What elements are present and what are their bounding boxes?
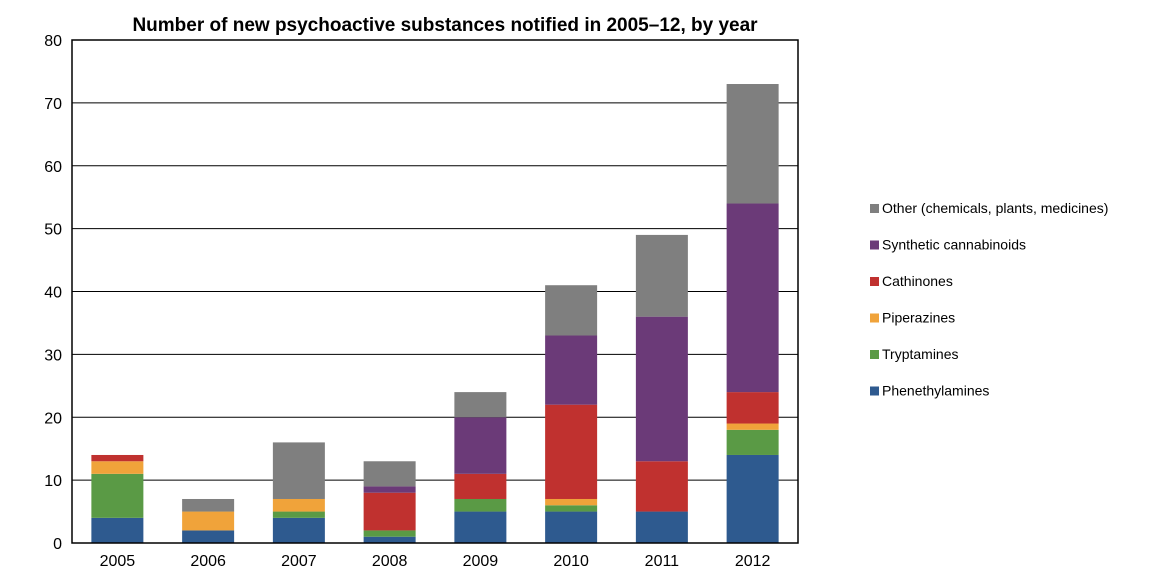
legend-label: Phenethylamines [882,383,989,399]
y-tick-label: 60 [44,159,62,176]
bar-segment [91,461,144,474]
legend-swatch [870,386,879,396]
legend-label: Piperazines [882,310,955,326]
bar-segment [726,454,779,543]
y-tick-label: 50 [44,222,62,239]
bars [91,84,779,543]
legend-label: Tryptamines [882,346,959,362]
legend-swatch [870,204,879,213]
legend-label: Cathinones [882,273,953,289]
bar-segment [272,511,325,518]
gridlines [72,39,798,544]
bar-segment [454,511,507,543]
x-tick-label: 2010 [553,553,589,570]
bar-segment [182,530,235,543]
bar-segment [182,498,235,512]
y-tick-label: 0 [53,536,62,553]
bar-segment [363,536,416,543]
bar-segment [726,423,779,430]
y-tick-label: 20 [44,410,62,427]
bar-segment [272,498,325,512]
bar-segment [545,505,598,512]
bar-segment [726,429,779,455]
bar-segment [272,517,325,543]
x-tick-label: 2011 [645,553,680,570]
x-tick-label: 2007 [281,553,317,570]
bar-segment [635,316,688,462]
bar-segment [272,442,325,499]
bar-segment [454,498,507,512]
legend-label: Synthetic cannabinoids [882,237,1026,253]
bar-segment [545,285,598,336]
y-tick-label: 80 [44,33,62,50]
bar-segment [454,417,507,474]
legend-swatch [870,277,879,286]
x-tick-label: 2008 [372,553,408,570]
y-tick-label: 40 [44,285,62,302]
legend-label: Other (chemicals, plants, medicines) [882,200,1108,216]
bar-segment [545,404,598,499]
bar-segment [726,203,779,393]
legend-swatch [870,350,879,359]
bar-segment [726,84,779,204]
x-tick-label: 2005 [100,553,136,570]
legend-swatch [870,240,879,250]
bar-segment [545,335,598,405]
bar-segment [454,392,507,418]
bar-segment [545,511,598,543]
bar-segment [363,492,416,531]
x-tick-label: 2012 [735,553,771,570]
y-tick-label: 30 [44,347,62,364]
bar-segment [91,473,144,518]
bar-segment [363,461,416,487]
bar-segment [635,234,688,317]
bar-segment [454,473,507,499]
bar-segment [91,517,144,543]
plot-frame [71,39,799,544]
bar-segment [726,392,779,424]
y-tick-label: 70 [44,96,62,113]
y-tick-label: 10 [44,473,62,490]
bar-segment [363,530,416,537]
bar-segment [363,486,416,493]
legend-swatch [870,313,879,323]
x-tick-label: 2006 [190,553,226,570]
bar-segment [635,461,688,512]
bar-segment [182,511,235,531]
x-axis-ticks: 2005 2006 2007 2008 2009 2010 2011 2012 [100,553,771,570]
y-axis-ticks: 0 10 20 30 40 50 60 70 80 [44,33,62,553]
chart-title: Number of new psychoactive substances no… [132,15,758,36]
bar-segment [635,511,688,543]
legend: Other (chemicals, plants, medicines) Synt… [870,200,1108,399]
bar-segment [91,454,144,462]
x-tick-label: 2009 [463,553,499,570]
bar-segment [545,498,598,506]
